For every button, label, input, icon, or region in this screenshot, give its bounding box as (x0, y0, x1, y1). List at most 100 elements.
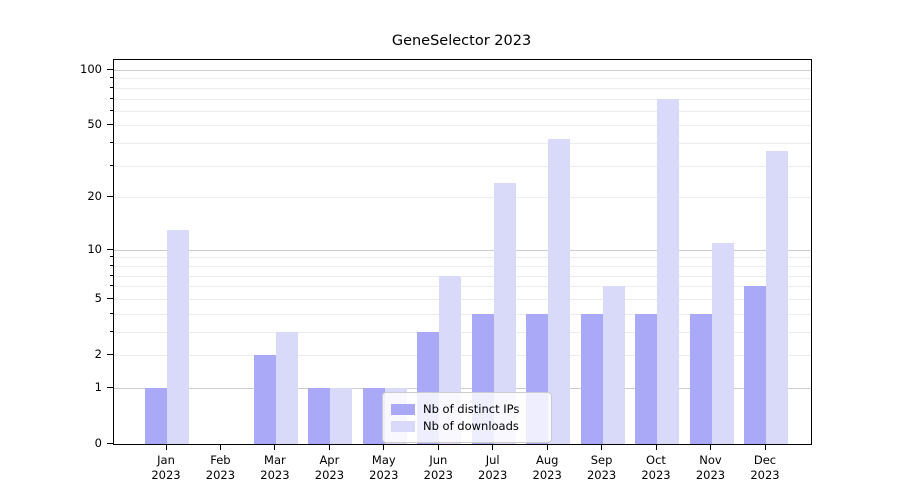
gridline-major (114, 70, 811, 71)
x-tick-mark (437, 444, 439, 450)
y-minor-tick-mark (110, 285, 113, 287)
bar-downloads-nov (711, 242, 734, 444)
gridline-minor (114, 275, 811, 277)
legend-swatch-distinct-ips (391, 403, 415, 415)
x-tick-mark (655, 444, 657, 450)
x-tick-label-mar: Mar 2023 (243, 453, 307, 483)
bar-downloads-dec (766, 151, 788, 444)
y-minor-tick-mark (110, 312, 113, 314)
gridline-minor (114, 98, 811, 100)
bar-downloads-mar (275, 331, 298, 444)
x-tick-mark (383, 444, 385, 450)
x-tick-label-aug: Aug 2023 (515, 453, 579, 483)
bar-distinct-ips-dec (744, 286, 766, 444)
x-tick-year: 2023 (423, 468, 453, 482)
gridline-major (114, 387, 811, 389)
x-tick-month: Jul (485, 453, 500, 467)
y-minor-tick-mark (110, 86, 113, 88)
legend-item-distinct-ips: Nb of distinct IPs (391, 402, 541, 416)
y-tick-label-10: 10 (87, 241, 102, 256)
bar-distinct-ips-jan (145, 387, 167, 444)
y-minor-tick-mark (110, 77, 113, 79)
gridline-minor (114, 143, 811, 145)
y-tick-label-100: 100 (80, 62, 102, 76)
legend: Nb of distinct IPs Nb of downloads (382, 392, 552, 443)
x-tick-mark (601, 444, 603, 450)
x-tick-month: Mar (264, 453, 286, 467)
y-tick-mark (107, 386, 113, 388)
y-minor-tick-mark (110, 354, 113, 355)
y-tick-label-2: 2 (94, 347, 102, 361)
x-tick-year: 2023 (532, 468, 562, 482)
x-tick-month: Jan (157, 453, 175, 467)
x-tick-label-dec: Dec 2023 (733, 453, 797, 483)
y-minor-tick-mark (110, 109, 113, 111)
x-tick-month: Nov (699, 453, 722, 467)
x-tick-month: Aug (535, 453, 559, 467)
y-minor-tick-mark (110, 196, 113, 198)
x-tick-label-may: May 2023 (352, 453, 416, 483)
gridline-minor (114, 286, 811, 288)
x-tick-month: Dec (753, 453, 777, 467)
gridline-minor (114, 265, 811, 267)
gridline-minor (114, 257, 811, 259)
x-tick-label-oct: Oct 2023 (624, 453, 688, 483)
y-minor-tick-mark (110, 297, 113, 299)
x-tick-month: May (371, 453, 396, 467)
y-tick-mark (107, 443, 113, 444)
x-tick-label-jul: Jul 2023 (461, 453, 525, 483)
y-minor-tick-mark (110, 142, 113, 144)
y-tick-label-20: 20 (87, 189, 102, 204)
x-tick-year: 2023 (695, 468, 726, 482)
y-minor-tick-mark (110, 274, 113, 276)
x-tick-month: Feb (210, 453, 231, 467)
y-minor-tick-mark (110, 264, 113, 266)
gridline-minor (114, 87, 811, 89)
x-tick-mark (274, 444, 276, 450)
x-tick-year: 2023 (478, 468, 508, 482)
bar-downloads-jul (493, 183, 516, 444)
x-tick-month: Sep (590, 453, 613, 467)
bar-distinct-ips-sep (580, 313, 603, 444)
x-tick-month: Apr (319, 453, 340, 467)
x-tick-label-jun: Jun 2023 (406, 453, 470, 483)
bar-downloads-apr (330, 387, 353, 444)
gridline-minor (114, 355, 811, 356)
y-tick-mark (107, 248, 113, 250)
x-tick-mark (764, 444, 766, 450)
x-tick-label-jan: Jan 2023 (134, 453, 198, 483)
gridline-minor (114, 197, 811, 199)
x-tick-year: 2023 (750, 468, 780, 482)
x-tick-year: 2023 (205, 468, 236, 482)
x-tick-year: 2023 (151, 468, 181, 482)
y-minor-tick-mark (110, 256, 113, 258)
y-tick-label-5: 5 (94, 290, 102, 305)
y-tick-label-0: 0 (94, 436, 102, 450)
x-tick-year: 2023 (260, 468, 290, 482)
x-tick-label-nov: Nov 2023 (679, 453, 743, 483)
x-tick-year: 2023 (641, 468, 671, 482)
legend-item-downloads: Nb of downloads (391, 419, 541, 433)
x-tick-mark (219, 444, 221, 450)
x-tick-label-feb: Feb 2023 (188, 453, 252, 483)
bar-distinct-ips-nov (689, 313, 712, 444)
x-tick-label-sep: Sep 2023 (570, 453, 634, 483)
legend-label-distinct-ips: Nb of distinct IPs (423, 402, 520, 416)
x-tick-mark (710, 444, 711, 450)
x-tick-month: Oct (646, 453, 666, 467)
x-tick-label-apr: Apr 2023 (297, 453, 361, 483)
gridline-minor (114, 165, 811, 167)
bar-distinct-ips-mar (253, 355, 276, 444)
y-minor-tick-mark (110, 164, 113, 166)
gridline-minor (114, 110, 811, 112)
x-tick-mark (328, 444, 330, 450)
bar-distinct-ips-oct (635, 313, 657, 444)
x-tick-year: 2023 (586, 468, 617, 482)
y-minor-tick-mark (110, 97, 113, 99)
bar-downloads-oct (657, 98, 679, 444)
gridline-major (114, 249, 811, 251)
x-tick-mark (492, 444, 494, 450)
bar-downloads-jan (167, 230, 189, 444)
x-tick-year: 2023 (314, 468, 345, 482)
